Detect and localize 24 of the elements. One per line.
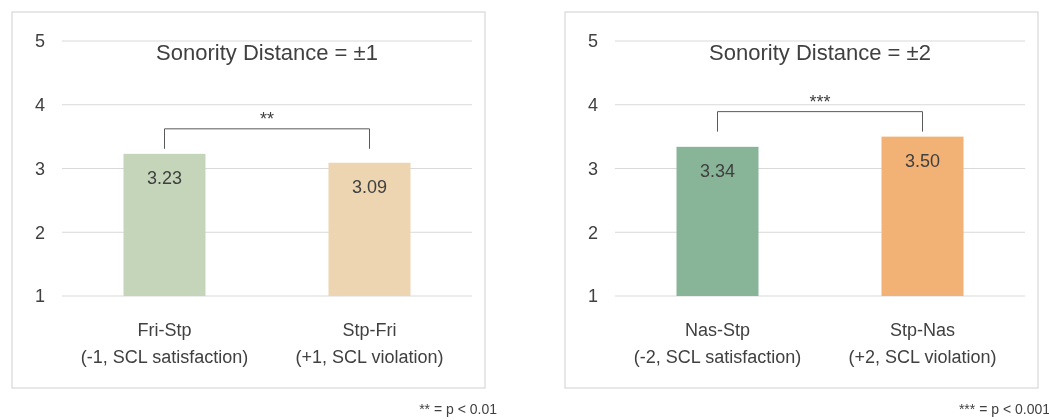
- y-tick-label: 1: [34, 286, 46, 307]
- x-tick-label: Fri-Stp (-1, SCL satisfaction): [80, 320, 249, 367]
- text: *** = p < 0.001: [958, 401, 1049, 417]
- y-tick-label: 4: [587, 95, 599, 116]
- data-label: 3.50: [904, 150, 941, 171]
- y-tick-label: 5: [587, 31, 599, 52]
- data-label: 3.09: [351, 176, 388, 197]
- text: ** = p < 0.01: [419, 401, 498, 417]
- chart-title: Sonority Distance = ±2: [709, 40, 931, 65]
- annotation: ***: [809, 91, 831, 112]
- y-tick-label: 3: [34, 158, 46, 179]
- x-tick-label: Nas-Stp (-2, SCL satisfaction): [633, 320, 802, 367]
- data-label: 3.34: [699, 160, 736, 181]
- annotation: **: [259, 108, 275, 129]
- y-tick-label: 2: [34, 222, 46, 243]
- x-tick-label: Stp-Fri (+1, SCL violation): [295, 320, 444, 367]
- x-tick-label: Stp-Nas (+2, SCL violation): [848, 320, 997, 367]
- y-tick-label: 5: [34, 31, 46, 52]
- y-tick-label: 3: [587, 158, 599, 179]
- data-label: 3.23: [146, 167, 183, 188]
- chart-title: Sonority Distance = ±1: [156, 40, 378, 65]
- y-tick-label: 1: [587, 286, 599, 307]
- y-tick-label: 4: [34, 95, 46, 116]
- y-tick-label: 2: [587, 222, 599, 243]
